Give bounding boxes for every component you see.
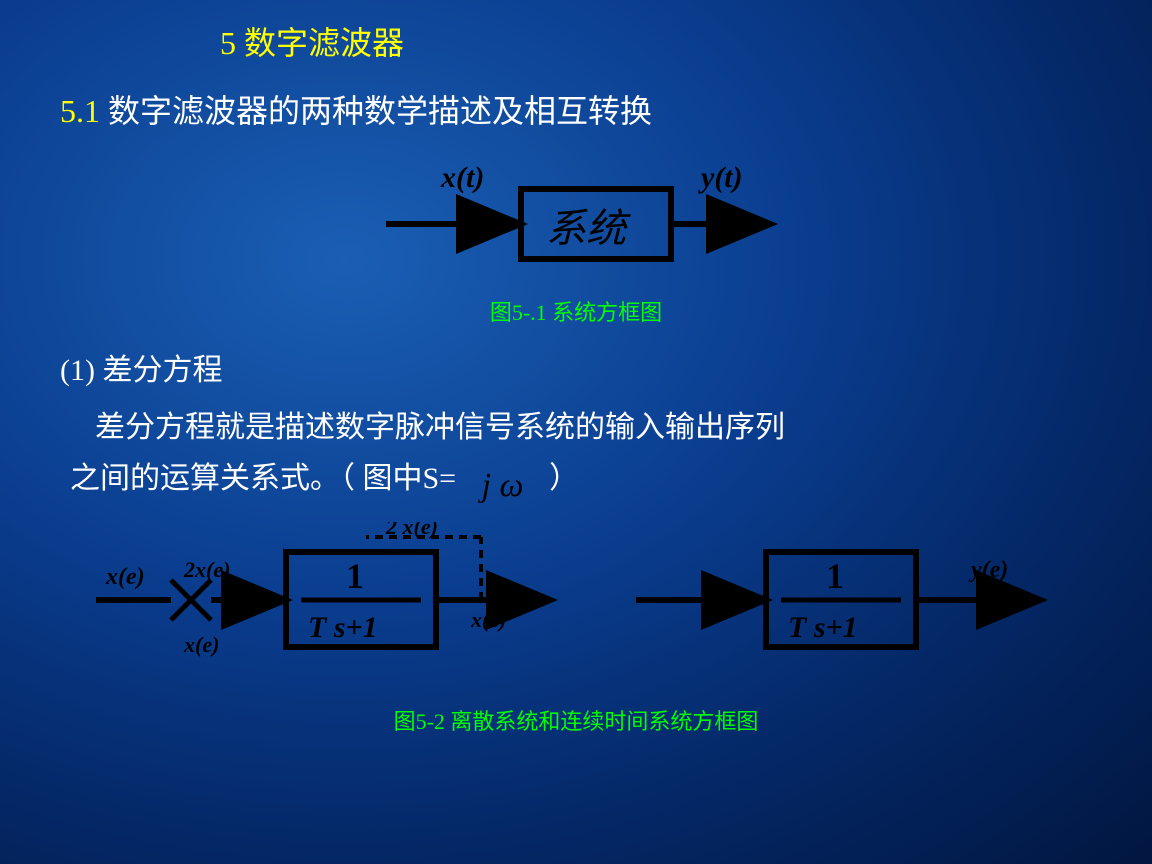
- section-text: 数字滤波器的两种数学描述及相互转换: [108, 93, 652, 129]
- system-block-diagram: x(t) y(t) 系统: [366, 157, 786, 277]
- svg-text:x(e): x(e): [105, 564, 145, 590]
- body-line2-post: ）: [549, 462, 579, 495]
- svg-text:T s+1: T s+1: [308, 611, 378, 644]
- svg-text:x(t): x(t): [440, 161, 484, 194]
- diagram1-caption: 图5-.1 系统方框图: [0, 295, 1152, 327]
- jw-symbol: j ω: [464, 460, 542, 513]
- svg-text:y(e): y(e): [968, 557, 1008, 583]
- svg-text:系统: 系统: [546, 206, 631, 251]
- svg-text:x(e): x(e): [183, 632, 219, 657]
- chapter-title: 5 数字滤波器: [0, 0, 1152, 64]
- svg-text:1: 1: [826, 556, 844, 596]
- svg-text:1: 1: [346, 556, 364, 596]
- section-number: 5.1: [60, 93, 100, 129]
- svg-text:x(e): x(e): [470, 607, 506, 632]
- svg-text:y(t): y(t): [698, 161, 743, 194]
- subsection-label: (1) 差分方程: [0, 327, 1152, 389]
- section-title: 5.1 数字滤波器的两种数学描述及相互转换: [0, 64, 1152, 132]
- svg-text:T s+1: T s+1: [788, 611, 858, 644]
- body-text-line2: 之间的运算关系式。（ 图中S= j ω ）: [0, 452, 1152, 505]
- body-text-line1: 差分方程就是描述数字脉冲信号系统的输入输出序列: [0, 389, 1152, 452]
- body-line2-pre: 之间的运算关系式。（ 图中S=: [70, 462, 456, 495]
- svg-text:2x(e): 2x(e): [183, 557, 230, 582]
- discrete-continuous-diagram: x(e) 2x(e) x(e) 1 T s+1 2 x(e) x(e) 1 T …: [76, 522, 1076, 682]
- diagram2-caption: 图5-2 离散系统和连续时间系统方框图: [0, 704, 1152, 736]
- svg-text:2 x(e): 2 x(e): [385, 522, 438, 539]
